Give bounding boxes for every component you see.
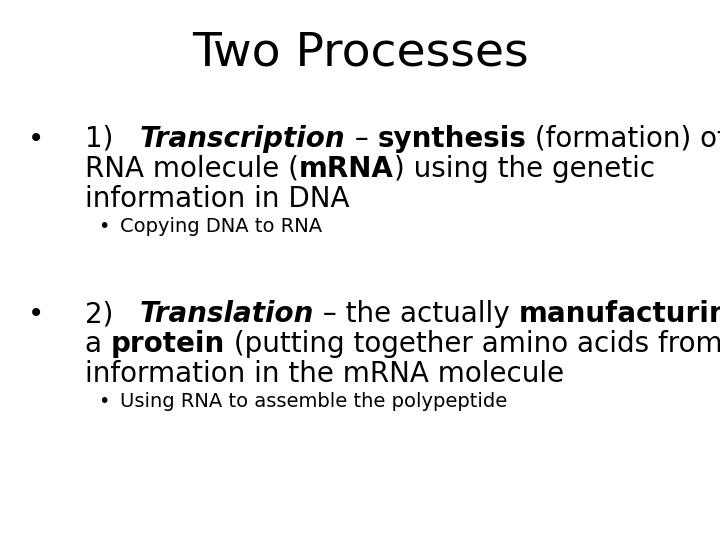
- Text: Two Processes: Two Processes: [192, 30, 528, 75]
- Text: a: a: [85, 330, 111, 358]
- Text: information in DNA: information in DNA: [85, 185, 349, 213]
- Text: •: •: [28, 125, 44, 153]
- Text: information in the mRNA molecule: information in the mRNA molecule: [85, 360, 564, 388]
- Text: – the actually: – the actually: [315, 300, 519, 328]
- Text: •: •: [28, 300, 44, 328]
- Text: Copying DNA to RNA: Copying DNA to RNA: [120, 217, 322, 236]
- Text: 1): 1): [85, 125, 140, 153]
- Text: •: •: [98, 217, 109, 236]
- Text: –: –: [346, 125, 377, 153]
- Text: synthesis: synthesis: [377, 125, 526, 153]
- Text: 2): 2): [85, 300, 140, 328]
- Text: Transcription: Transcription: [140, 125, 346, 153]
- Text: •: •: [98, 392, 109, 411]
- Text: RNA molecule (: RNA molecule (: [85, 155, 299, 183]
- Text: mRNA: mRNA: [299, 155, 394, 183]
- Text: Translation: Translation: [140, 300, 315, 328]
- Text: ) using the genetic: ) using the genetic: [394, 155, 655, 183]
- Text: (formation) of an: (formation) of an: [526, 125, 720, 153]
- Text: manufacturing: manufacturing: [519, 300, 720, 328]
- Text: Using RNA to assemble the polypeptide: Using RNA to assemble the polypeptide: [120, 392, 508, 411]
- Text: protein: protein: [111, 330, 225, 358]
- Text: (putting together amino acids from the: (putting together amino acids from the: [225, 330, 720, 358]
